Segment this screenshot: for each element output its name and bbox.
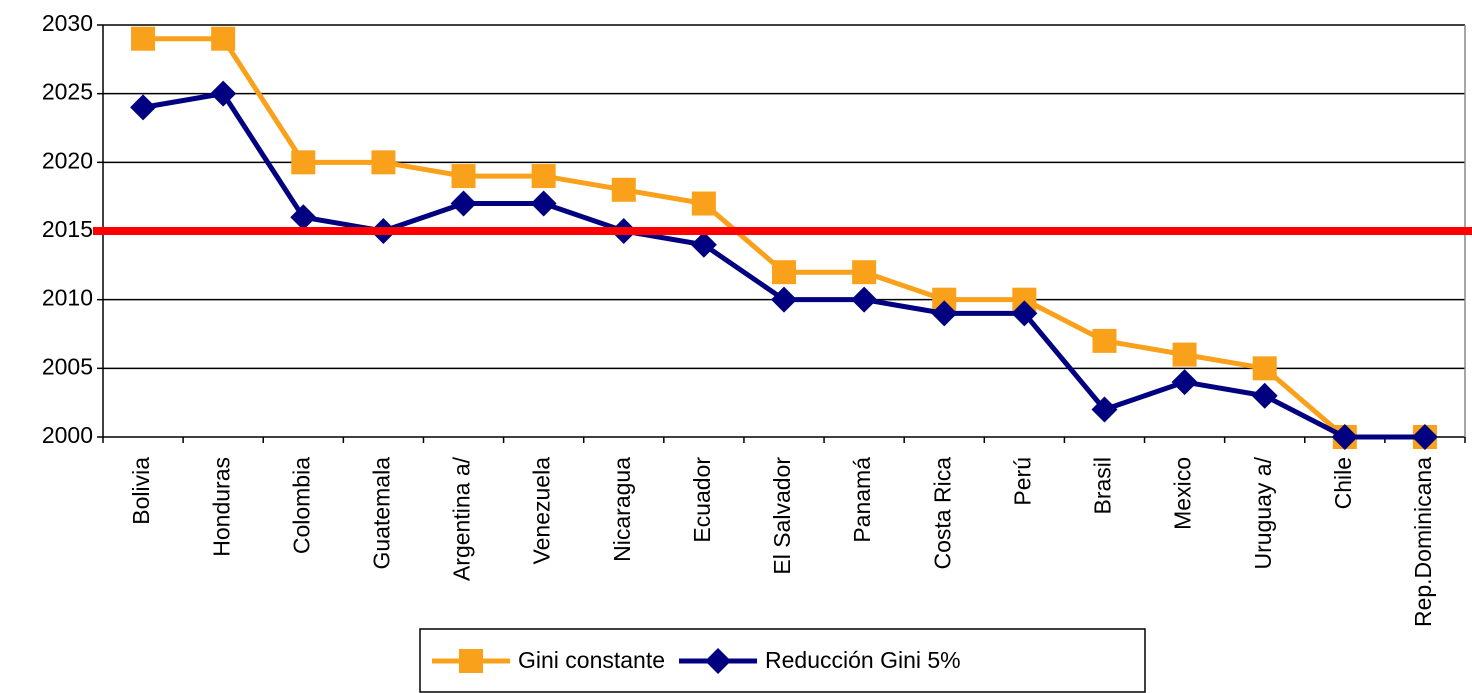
marker (691, 191, 716, 216)
y-tick-label: 2015 (42, 216, 93, 242)
y-tick-label: 2030 (42, 10, 93, 36)
x-tick-label: Honduras (208, 457, 234, 557)
marker (291, 150, 316, 175)
marker (290, 204, 317, 231)
marker (690, 231, 717, 258)
x-tick-label: Brasil (1090, 457, 1116, 515)
marker (1171, 369, 1198, 396)
y-tick-label: 2020 (42, 147, 93, 173)
y-tick-label: 2025 (42, 79, 93, 105)
legend-label: Gini constante (518, 647, 665, 673)
marker (1092, 328, 1117, 353)
marker (1411, 424, 1438, 450)
marker (852, 260, 877, 285)
marker (459, 649, 483, 673)
marker (1011, 300, 1038, 327)
marker (1091, 396, 1118, 423)
marker (931, 300, 958, 327)
x-tick-label: Costa Rica (929, 457, 955, 570)
x-tick-label: Bolivia (128, 457, 154, 525)
marker (705, 648, 732, 674)
marker (450, 190, 477, 217)
marker (371, 150, 396, 175)
x-tick-label: Colombia (288, 457, 314, 554)
marker (771, 286, 797, 313)
marker (772, 260, 796, 285)
x-tick-label: Ecuador (689, 457, 715, 543)
series-line (143, 36, 1425, 440)
marker (1331, 424, 1358, 450)
x-tick-label: Panamá (849, 457, 875, 543)
marker (130, 94, 157, 121)
x-tick-label: El Salvador (769, 457, 795, 575)
y-tick-label: 2000 (42, 422, 93, 448)
marker (531, 164, 556, 189)
marker (451, 164, 476, 189)
y-tick-label: 2005 (42, 353, 93, 379)
x-tick-label: Venezuela (529, 457, 555, 565)
marker (611, 177, 636, 202)
marker (851, 286, 878, 313)
x-tick-label: Perú (1009, 457, 1035, 506)
y-tick-label: 2010 (42, 285, 93, 311)
x-tick-label: Rep.Dominicana (1410, 457, 1436, 627)
marker (1172, 342, 1197, 367)
marker (530, 190, 557, 217)
legend: Gini constante Reducción Gini 5% (419, 628, 1146, 693)
marker (1252, 356, 1277, 381)
marker (1251, 382, 1278, 409)
marker (210, 80, 237, 107)
x-tick-label: Guatemala (368, 457, 394, 570)
x-tick-label: Chile (1330, 457, 1356, 509)
x-tick-label: Argentina a/ (449, 456, 475, 581)
legend-box (419, 628, 1146, 693)
x-tick-label: Nicaragua (609, 457, 635, 562)
marker (131, 26, 156, 51)
x-tick-label: Uruguay a/ (1250, 456, 1276, 569)
x-tick-label: Mexico (1170, 457, 1196, 530)
marker (211, 26, 236, 51)
legend-label: Reducción Gini 5% (765, 647, 961, 673)
